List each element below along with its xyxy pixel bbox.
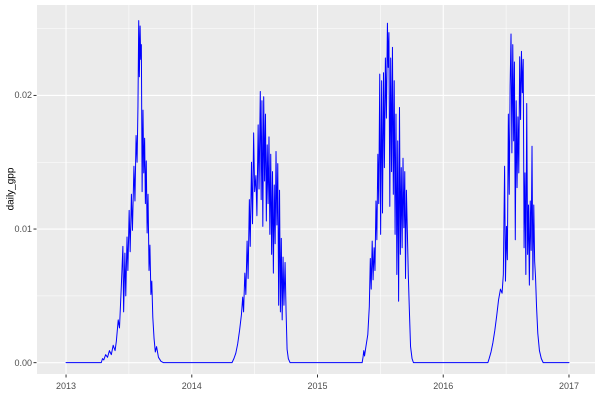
gpp-line — [65, 20, 570, 364]
panel-background — [37, 5, 595, 374]
y-axis-title: daily_gpp — [5, 167, 17, 211]
